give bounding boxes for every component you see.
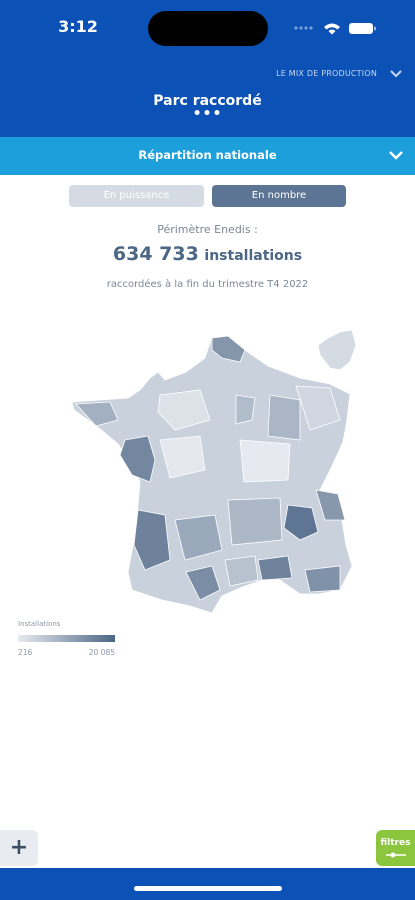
menu-chevron[interactable]	[389, 69, 403, 79]
legend-max: 20 085	[88, 648, 115, 657]
home-indicator	[134, 886, 282, 891]
filters-icon	[385, 852, 406, 857]
section-chevron[interactable]	[388, 150, 404, 162]
france-map	[71, 329, 357, 614]
section-title[interactable]: Répartition nationale	[138, 148, 277, 162]
status-icons	[294, 23, 376, 35]
legend-title: Installations	[18, 620, 61, 628]
page-dots: •••	[192, 106, 223, 122]
toggle-power[interactable]: En puissance	[69, 185, 204, 207]
toggle-count[interactable]: En nombre	[212, 185, 346, 207]
total-line: 634 733 installations	[0, 243, 415, 265]
scope-label: Périmètre Enedis :	[157, 223, 258, 236]
filters-button[interactable]: filtres	[376, 830, 415, 866]
legend-gradient	[18, 635, 115, 642]
bottom-bar	[0, 868, 415, 900]
menu-label[interactable]: LE MIX DE PRODUCTION	[276, 69, 377, 78]
add-button[interactable]: +	[0, 830, 38, 866]
total-value: 634 733	[112, 243, 199, 265]
total-unit: installations	[204, 248, 303, 264]
total-caption: raccordées à la fin du trimestre T4 2022	[106, 279, 309, 290]
page-title: Parc raccordé	[153, 93, 262, 109]
map-regions	[75, 335, 346, 601]
legend-min: 216	[18, 648, 33, 657]
dynamic-island	[148, 11, 268, 46]
section-band[interactable]	[0, 137, 415, 175]
filters-label: filtres	[380, 837, 411, 848]
corsica	[317, 329, 357, 371]
status-time: 3:12	[58, 17, 98, 36]
